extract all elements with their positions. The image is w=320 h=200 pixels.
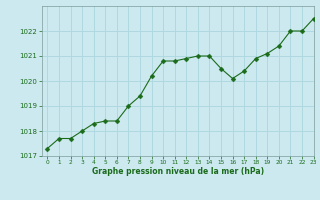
X-axis label: Graphe pression niveau de la mer (hPa): Graphe pression niveau de la mer (hPa) xyxy=(92,167,264,176)
